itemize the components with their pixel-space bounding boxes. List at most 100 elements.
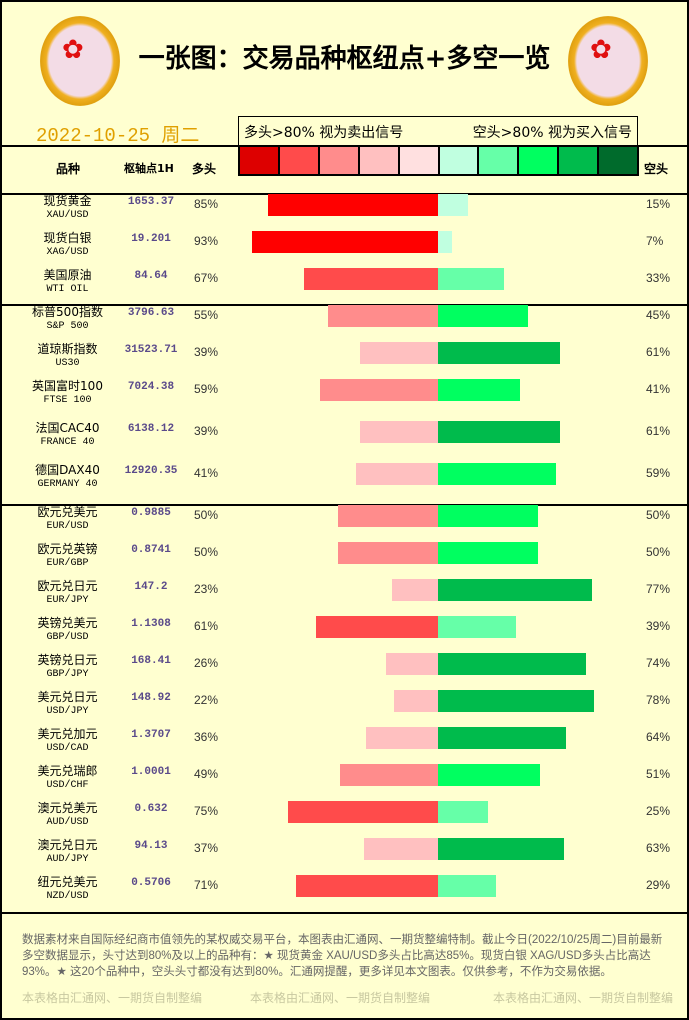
short-bar	[438, 463, 556, 485]
short-percent: 50%	[646, 508, 671, 522]
table-row: 现货黄金 XAU/USD 1653.37 85% 15%	[0, 194, 689, 230]
table-row: 美元兑日元 USD/JPY 148.92 22% 78%	[0, 690, 689, 726]
pivot-value: 6138.12	[127, 423, 175, 435]
pivot-value: 148.92	[131, 692, 171, 704]
table-row: 美元兑瑞郎 USD/CHF 1.0001 49% 51%	[0, 764, 689, 800]
pivot-value: 31523.71	[124, 344, 178, 356]
symbol-code: EUR/JPY	[46, 595, 89, 606]
legend-notes: 多头>80% 视为卖出信号 空头>80% 视为买入信号	[238, 116, 638, 146]
table-row: 纽元兑美元 NZD/USD 0.5706 71% 29%	[0, 875, 689, 911]
short-percent: 25%	[646, 804, 671, 818]
short-bar	[438, 231, 452, 253]
watermark: 本表格由汇通网、一期货自制整编	[250, 991, 431, 1005]
table-row: 现货白银 XAG/USD 19.201 93% 7%	[0, 231, 689, 267]
color-swatch	[399, 147, 440, 174]
long-percent: 85%	[194, 197, 219, 211]
table-row: 法国CAC40 FRANCE 40 6138.12 39% 61%	[0, 421, 689, 457]
divider	[0, 145, 238, 147]
long-bar	[338, 505, 438, 527]
symbol-code: USD/CHF	[46, 780, 89, 791]
symbol-code: USD/CAD	[46, 743, 89, 754]
short-percent: 61%	[646, 345, 671, 359]
short-bar	[438, 379, 520, 401]
symbol-code: S&P 500	[46, 321, 89, 332]
long-bar	[340, 764, 438, 786]
long-percent: 50%	[194, 545, 219, 559]
short-percent: 29%	[646, 878, 671, 892]
short-bar	[438, 542, 538, 564]
short-percent: 41%	[646, 382, 671, 396]
short-bar	[438, 194, 468, 216]
long-percent: 61%	[194, 619, 219, 633]
short-bar	[438, 268, 504, 290]
pivot-value: 12920.35	[124, 465, 178, 477]
table-row: 英镑兑日元 GBP/JPY 168.41 26% 74%	[0, 653, 689, 689]
long-percent: 39%	[194, 424, 219, 438]
symbol-code: NZD/USD	[46, 891, 89, 902]
long-percent: 39%	[194, 345, 219, 359]
pivot-value: 0.632	[134, 803, 168, 815]
symbol-code: AUD/USD	[46, 817, 89, 828]
long-bar	[316, 616, 438, 638]
table-row: 英国富时100 FTSE 100 7024.38 59% 41%	[0, 379, 689, 415]
long-bar	[328, 305, 438, 327]
long-bar	[392, 579, 438, 601]
symbol-name: 现货白银	[43, 231, 92, 245]
long-percent: 71%	[194, 878, 219, 892]
header-pivot: 枢轴点1H	[124, 162, 174, 175]
short-bar	[438, 616, 516, 638]
table-row: 澳元兑日元 AUD/JPY 94.13 37% 63%	[0, 838, 689, 874]
short-percent: 59%	[646, 466, 671, 480]
short-percent: 77%	[646, 582, 671, 596]
color-swatch	[599, 147, 638, 174]
color-swatch	[240, 147, 280, 174]
short-bar	[438, 305, 528, 327]
short-percent: 7%	[646, 234, 664, 248]
short-percent: 15%	[646, 197, 671, 211]
symbol-name: 美元兑瑞郎	[37, 764, 98, 778]
pivot-value: 3796.63	[127, 307, 175, 319]
short-percent: 63%	[646, 841, 671, 855]
symbol-name: 澳元兑美元	[37, 801, 98, 815]
long-percent: 93%	[194, 234, 219, 248]
footer-note: 数据素材来自国际经纪商市值领先的某权威交易平台，本图表由汇通网、一期货整编特制。…	[22, 934, 663, 978]
long-percent: 55%	[194, 308, 219, 322]
long-bar	[296, 875, 438, 897]
short-percent: 78%	[646, 693, 671, 707]
short-bar	[438, 342, 560, 364]
symbol-name: 美元兑日元	[37, 690, 98, 704]
long-percent: 75%	[194, 804, 219, 818]
symbol-code: WTI OIL	[46, 284, 89, 295]
table-row: 欧元兑美元 EUR/USD 0.9885 50% 50%	[0, 505, 689, 541]
long-bar	[394, 690, 438, 712]
symbol-code: US30	[55, 358, 80, 369]
table-row: 德国DAX40 GERMANY 40 12920.35 41% 59%	[0, 463, 689, 499]
header-short: 空头	[644, 162, 669, 176]
table-row: 欧元兑英镑 EUR/GBP 0.8741 50% 50%	[0, 542, 689, 578]
color-swatch	[439, 147, 480, 174]
symbol-name: 标普500指数	[32, 305, 103, 319]
color-swatch	[479, 147, 520, 174]
short-percent: 39%	[646, 619, 671, 633]
short-percent: 61%	[646, 424, 671, 438]
table-row: 欧元兑日元 EUR/JPY 147.2 23% 77%	[0, 579, 689, 615]
color-swatch	[279, 147, 320, 174]
pivot-value: 0.5706	[131, 877, 171, 889]
symbol-code: GBP/USD	[46, 632, 89, 643]
color-swatch	[519, 147, 560, 174]
short-bar	[438, 727, 566, 749]
color-swatch	[559, 147, 600, 174]
color-scale-legend	[238, 145, 639, 176]
short-bar	[438, 653, 586, 675]
long-bar	[304, 268, 438, 290]
symbol-name: 英镑兑美元	[37, 616, 98, 630]
pivot-value: 147.2	[134, 581, 168, 593]
long-bar	[364, 838, 438, 860]
color-swatch	[359, 147, 400, 174]
table-row: 美国原油 WTI OIL 84.64 67% 33%	[0, 268, 689, 304]
pivot-value: 1.3707	[131, 729, 171, 741]
short-percent: 74%	[646, 656, 671, 670]
plum-blossom-logo-left: ✿	[40, 16, 120, 106]
long-bar	[386, 653, 438, 675]
symbol-name: 德国DAX40	[35, 463, 100, 477]
